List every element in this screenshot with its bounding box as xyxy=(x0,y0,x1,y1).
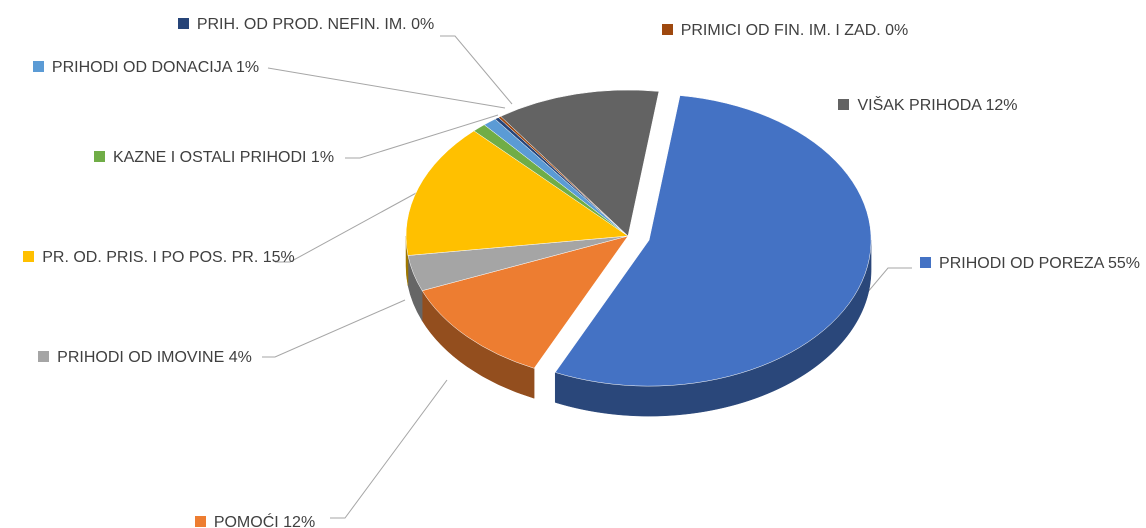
pie-slice xyxy=(405,130,629,256)
leader-line xyxy=(330,379,448,519)
label-value: 0% xyxy=(411,16,435,33)
label-value: 55% xyxy=(1107,255,1140,272)
data-label: PR. OD. PRIS. I PO POS. PR. 15% xyxy=(18,243,300,272)
legend-swatch xyxy=(838,99,850,110)
label-name: PRIMICI OD FIN. IM. I ZAD. xyxy=(680,22,881,39)
leader-line xyxy=(275,179,441,263)
label-value: 0% xyxy=(885,22,909,39)
label-name: PRIHODI OD POREZA xyxy=(939,255,1104,272)
legend-swatch xyxy=(38,351,50,362)
legend-swatch xyxy=(93,151,105,162)
label-value: 4% xyxy=(228,349,252,366)
label-name: PRIHODI OD IMOVINE xyxy=(57,349,225,366)
pie-slice xyxy=(421,235,629,369)
legend-swatch xyxy=(23,251,35,262)
label-name: PRIHODI OD DONACIJA xyxy=(51,59,232,76)
label-value: 12% xyxy=(985,97,1018,114)
leader-line xyxy=(262,299,406,358)
legend-swatch xyxy=(194,516,206,527)
label-name: KAZNE I OSTALI PRIHODI xyxy=(112,149,307,166)
leader-line xyxy=(440,35,513,105)
label-name: PRIH. OD PROD. NEFIN. IM. xyxy=(196,16,407,33)
leader-line xyxy=(267,67,506,109)
leader-lines xyxy=(262,35,912,519)
leader-line xyxy=(345,114,499,159)
data-label: PRIHODI OD IMOVINE 4% xyxy=(15,343,275,372)
data-label: PRIHODI OD POREZA 55% xyxy=(915,249,1145,278)
label-value: 1% xyxy=(235,59,260,76)
label-name: PR. OD. PRIS. I PO POS. PR. xyxy=(42,249,259,266)
label-value: 15% xyxy=(262,249,295,266)
legend-swatch xyxy=(920,257,932,268)
pie-slice xyxy=(554,95,872,387)
data-label: KAZNE I OSTALI PRIHODI 1% xyxy=(72,143,356,172)
data-label: PRIMICI OD FIN. IM. I ZAD. 0% xyxy=(660,16,910,45)
pie-slice xyxy=(500,89,660,237)
legend-swatch xyxy=(661,24,673,35)
label-value: 12% xyxy=(283,514,316,528)
data-label: POMOĆI 12% xyxy=(165,508,345,528)
data-label: PRIHODI OD DONACIJA 1% xyxy=(15,53,277,82)
legend-swatch xyxy=(177,18,189,29)
label-name: POMOĆI xyxy=(213,514,279,528)
legend-swatch xyxy=(32,61,44,72)
data-label: PRIH. OD PROD. NEFIN. IM. 0% xyxy=(172,10,440,39)
label-value: 1% xyxy=(310,149,335,166)
label-name: VIŠAK PRIHODA xyxy=(857,97,982,114)
data-label: VIŠAK PRIHODA 12% xyxy=(808,91,1048,120)
